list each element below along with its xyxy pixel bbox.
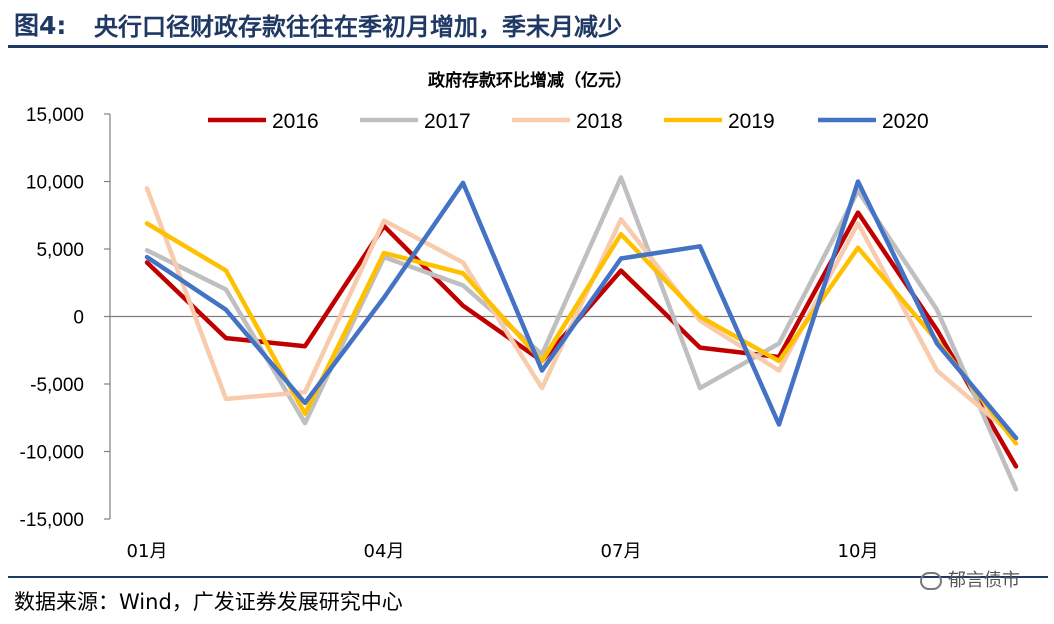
series-line-2017 bbox=[144, 175, 1019, 492]
legend-label-2016: 2016 bbox=[272, 110, 319, 133]
watermark-text: 郁言债市 bbox=[948, 570, 1020, 591]
legend-label-2017: 2017 bbox=[424, 110, 471, 133]
legend-label-2020: 2020 bbox=[882, 110, 929, 133]
x-tick-label: 01月 bbox=[127, 541, 168, 562]
footer-rule bbox=[8, 576, 1048, 578]
watermark: 郁言债市 bbox=[920, 566, 1020, 592]
x-tick-label: 04月 bbox=[364, 541, 405, 562]
x-tick-label: 10月 bbox=[838, 541, 879, 562]
figure-title: 央行口径财政存款往往在季初月增加，季末月减少 bbox=[94, 12, 622, 41]
wechat-icon bbox=[920, 572, 942, 590]
y-tick-label: -10,000 bbox=[20, 443, 84, 464]
y-tick-label: 10,000 bbox=[26, 173, 84, 194]
legend-label-2018: 2018 bbox=[576, 110, 623, 133]
series-line-2020 bbox=[144, 179, 1019, 441]
series-line-2016 bbox=[144, 210, 1019, 469]
figure-label: 图4: bbox=[14, 11, 67, 40]
y-tick-label: -15,000 bbox=[20, 510, 84, 531]
y-tick-label: -5,000 bbox=[30, 375, 84, 396]
y-tick-label: 5,000 bbox=[36, 240, 84, 261]
y-tick-label: 0 bbox=[73, 308, 84, 329]
chart-title: 政府存款环比增减（亿元） bbox=[428, 70, 632, 91]
header-rule bbox=[8, 45, 1048, 48]
y-tick-label: 15,000 bbox=[26, 105, 84, 126]
figure-header: 图4: 央行口径财政存款往往在季初月增加，季末月减少 bbox=[0, 0, 1054, 46]
line-chart: 政府存款环比增减（亿元） 15,000 10,000 5,000 0 -5,000 -10,… bbox=[20, 70, 1032, 562]
x-tick-label: 07月 bbox=[601, 541, 642, 562]
source-note: 数据来源：Wind，广发证券发展研究中心 bbox=[14, 590, 403, 614]
legend-label-2019: 2019 bbox=[728, 110, 775, 133]
